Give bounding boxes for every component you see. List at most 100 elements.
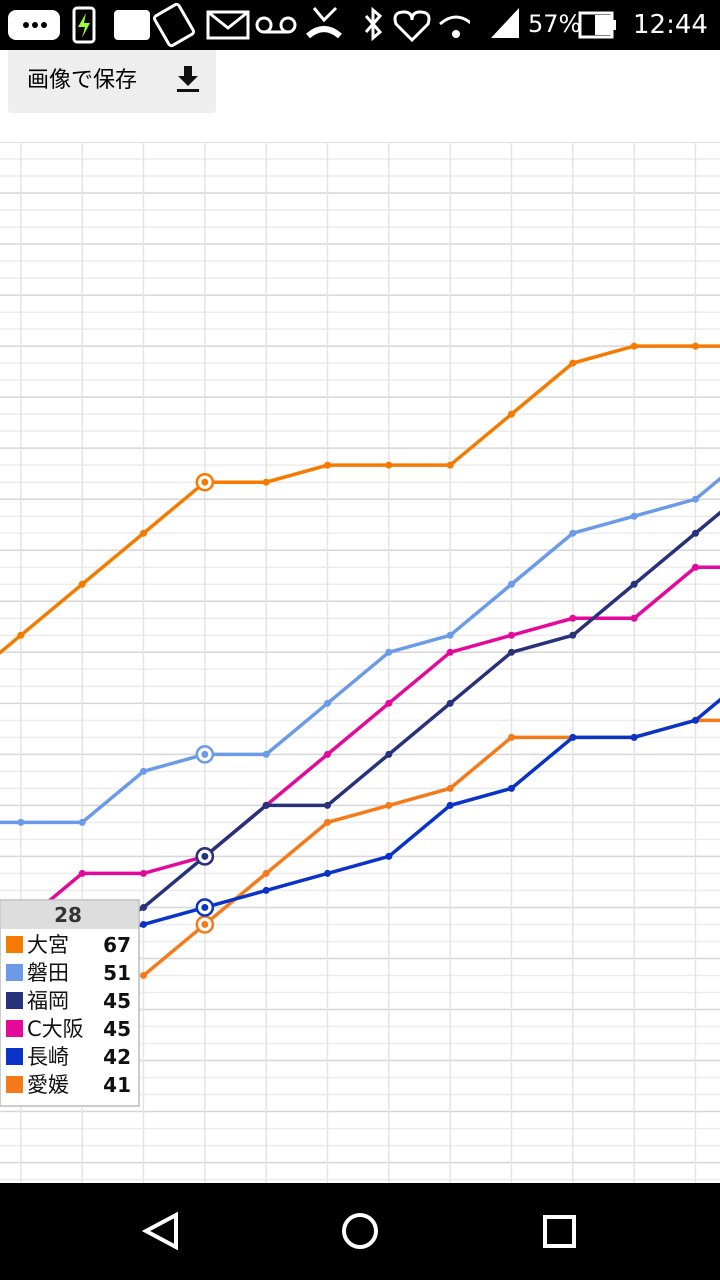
- data-point: [78, 580, 86, 588]
- legend-swatch: [6, 1076, 23, 1093]
- data-point: [78, 818, 86, 826]
- tooltip-box: [0, 899, 140, 1107]
- data-point: [446, 631, 454, 639]
- data-point: [691, 495, 699, 503]
- series-line: [81, 697, 720, 944]
- home-button[interactable]: [342, 1213, 378, 1249]
- data-point: [507, 648, 515, 656]
- data-point: [323, 818, 331, 826]
- data-point: [630, 614, 638, 622]
- highlight-point-center: [201, 852, 209, 860]
- download-icon: [177, 66, 199, 92]
- data-point: [569, 631, 577, 639]
- tooltip-value: 42: [103, 1045, 131, 1069]
- data-point: [446, 801, 454, 809]
- data-point: [507, 733, 515, 741]
- data-point: [569, 733, 577, 741]
- data-point: [630, 342, 638, 350]
- data-point: [140, 869, 148, 877]
- navigation-bar: [0, 1183, 720, 1280]
- data-point: [446, 699, 454, 707]
- data-point: [262, 869, 270, 877]
- data-point: [569, 529, 577, 537]
- data-point: [446, 461, 454, 469]
- data-point: [630, 512, 638, 520]
- data-point: [691, 342, 699, 350]
- legend-label: C大阪: [27, 1017, 84, 1041]
- series-line: [81, 510, 720, 943]
- signal-icon: [491, 8, 519, 38]
- chart: 28 大宮 67 磐田 51 福岡 45 C大阪 45 長崎 42 愛媛 41: [0, 142, 720, 1183]
- data-point: [385, 461, 393, 469]
- data-point: [507, 410, 515, 418]
- tooltip-value: 45: [103, 989, 131, 1013]
- data-point: [691, 563, 699, 571]
- battery-text: 57%: [528, 10, 582, 38]
- data-point: [140, 903, 148, 911]
- data-point: [569, 359, 577, 367]
- data-point: [140, 529, 148, 537]
- status-icons: [8, 2, 470, 48]
- nav-icons: [141, 1211, 576, 1251]
- data-point: [385, 852, 393, 860]
- clock: 12:44: [633, 10, 708, 40]
- legend-swatch: [6, 1020, 23, 1037]
- data-point: [262, 886, 270, 894]
- legend-swatch: [6, 936, 23, 953]
- data-point: [78, 869, 86, 877]
- tooltip-value: 45: [103, 1017, 131, 1041]
- data-point: [323, 461, 331, 469]
- data-point: [385, 699, 393, 707]
- data-point: [323, 869, 331, 877]
- data-point: [630, 580, 638, 588]
- legend-label: 長崎: [27, 1045, 69, 1069]
- tooltip-header: [1, 901, 138, 929]
- data-point: [262, 801, 270, 809]
- highlight-point-center: [201, 750, 209, 758]
- data-point: [507, 580, 515, 588]
- tooltip-title: 28: [54, 903, 82, 927]
- data-point: [17, 631, 25, 639]
- highlight-point-center: [201, 920, 209, 928]
- data-point: [323, 801, 331, 809]
- legend-label: 福岡: [27, 989, 69, 1013]
- data-point: [17, 818, 25, 826]
- data-point: [140, 971, 148, 979]
- legend-swatch: [6, 992, 23, 1009]
- tooltip-value: 41: [103, 1073, 131, 1097]
- status-bar: 57% 12:44: [0, 0, 720, 50]
- tooltip-value: 51: [103, 961, 131, 985]
- data-point: [385, 801, 393, 809]
- data-point: [385, 750, 393, 758]
- data-point: [262, 750, 270, 758]
- data-point: [140, 920, 148, 928]
- button-label: 画像で保存: [27, 68, 138, 93]
- legend-label: 磐田: [27, 961, 69, 985]
- legend-label: 大宮: [27, 933, 69, 957]
- legend-swatch: [6, 964, 23, 981]
- data-point: [691, 529, 699, 537]
- data-point: [569, 614, 577, 622]
- legend-swatch: [6, 1048, 23, 1065]
- tooltip-value: 67: [103, 933, 131, 957]
- data-point: [140, 767, 148, 775]
- data-point: [446, 648, 454, 656]
- data-point: [507, 631, 515, 639]
- data-point: [630, 733, 638, 741]
- save-image-button[interactable]: 画像で保存: [8, 50, 216, 113]
- data-point: [507, 784, 515, 792]
- battery-icon: [578, 11, 616, 39]
- data-point: [262, 478, 270, 486]
- highlight-point-center: [201, 478, 209, 486]
- back-button[interactable]: [141, 1211, 178, 1251]
- series-line: [19, 565, 720, 926]
- recents-button[interactable]: [543, 1215, 576, 1248]
- data-point: [446, 784, 454, 792]
- data-point: [691, 716, 699, 724]
- series-line: [0, 344, 720, 655]
- data-point: [323, 750, 331, 758]
- data-point: [323, 699, 331, 707]
- data-point: [385, 648, 393, 656]
- highlight-point-center: [201, 903, 209, 911]
